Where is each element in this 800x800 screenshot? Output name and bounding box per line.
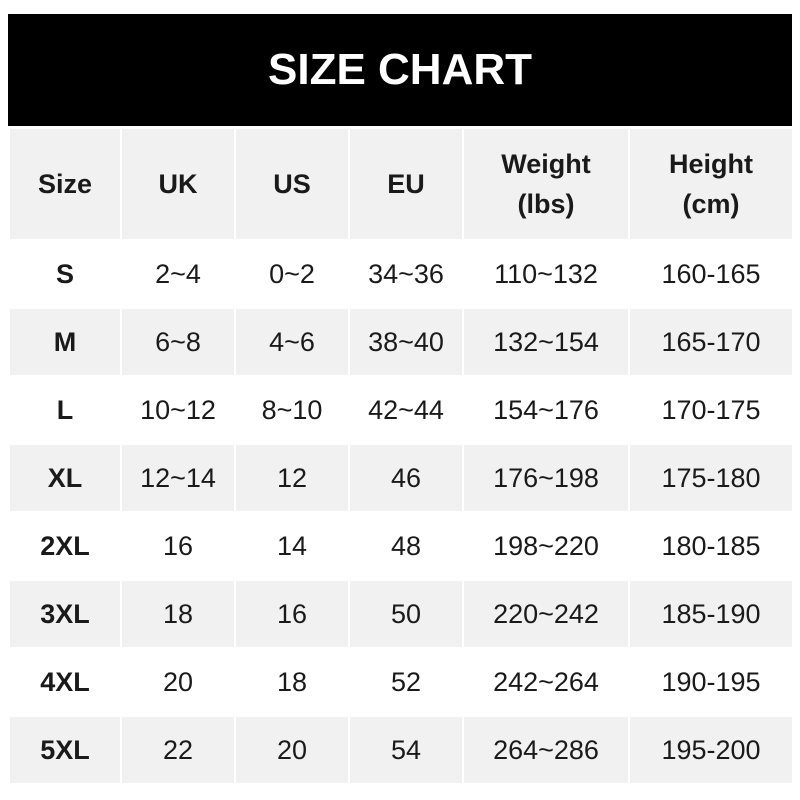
- table-cell: 48: [348, 511, 464, 581]
- table-cell: 12: [234, 443, 350, 513]
- table-row: M 6~8 4~6 38~40 132~154 165-170: [8, 307, 794, 377]
- table-cell: 170-175: [628, 375, 794, 445]
- table-row: XL 12~14 12 46 176~198 175-180: [8, 443, 794, 513]
- table-row: S 2~4 0~2 34~36 110~132 160-165: [8, 239, 794, 309]
- table-cell: 160-165: [628, 239, 794, 309]
- table-cell: 42~44: [348, 375, 464, 445]
- table-cell: 12~14: [120, 443, 236, 513]
- table-row: 2XL 16 14 48 198~220 180-185: [8, 511, 794, 581]
- table-cell: 4~6: [234, 307, 350, 377]
- table-cell: 154~176: [462, 375, 630, 445]
- size-table: Size UK US EU Weight (lbs) Height (cm) S 2~4 0~…: [8, 127, 794, 785]
- size-cell: 2XL: [8, 511, 122, 581]
- table-cell: 264~286: [462, 715, 630, 785]
- size-cell: M: [8, 307, 122, 377]
- table-cell: 46: [348, 443, 464, 513]
- table-cell: 6~8: [120, 307, 236, 377]
- table-cell: 16: [234, 579, 350, 649]
- table-cell: 20: [120, 647, 236, 717]
- table-cell: 14: [234, 511, 350, 581]
- column-header: Height (cm): [628, 127, 794, 241]
- header-row: Size UK US EU Weight (lbs) Height (cm): [8, 127, 794, 241]
- table-cell: 50: [348, 579, 464, 649]
- table-cell: 132~154: [462, 307, 630, 377]
- table-row: 5XL 22 20 54 264~286 195-200: [8, 715, 794, 785]
- table-cell: 165-170: [628, 307, 794, 377]
- table-cell: 52: [348, 647, 464, 717]
- size-cell: 4XL: [8, 647, 122, 717]
- table-cell: 16: [120, 511, 236, 581]
- table-cell: 190-195: [628, 647, 794, 717]
- table-cell: 2~4: [120, 239, 236, 309]
- table-row: 3XL 18 16 50 220~242 185-190: [8, 579, 794, 649]
- table-cell: 34~36: [348, 239, 464, 309]
- table-cell: 195-200: [628, 715, 794, 785]
- table-cell: 180-185: [628, 511, 794, 581]
- table-cell: 18: [120, 579, 236, 649]
- table-cell: 0~2: [234, 239, 350, 309]
- table-cell: 242~264: [462, 647, 630, 717]
- table-cell: 198~220: [462, 511, 630, 581]
- table-row: 4XL 20 18 52 242~264 190-195: [8, 647, 794, 717]
- size-cell: S: [8, 239, 122, 309]
- table-cell: 10~12: [120, 375, 236, 445]
- table-cell: 175-180: [628, 443, 794, 513]
- table-cell: 176~198: [462, 443, 630, 513]
- table-cell: 22: [120, 715, 236, 785]
- column-header: Size: [8, 127, 122, 241]
- table-cell: 18: [234, 647, 350, 717]
- size-cell: L: [8, 375, 122, 445]
- chart-title: SIZE CHART: [8, 14, 792, 126]
- table-cell: 8~10: [234, 375, 350, 445]
- table-cell: 54: [348, 715, 464, 785]
- table-cell: 20: [234, 715, 350, 785]
- size-cell: 3XL: [8, 579, 122, 649]
- table-cell: 110~132: [462, 239, 630, 309]
- column-header: US: [234, 127, 350, 241]
- size-cell: 5XL: [8, 715, 122, 785]
- table-cell: 38~40: [348, 307, 464, 377]
- table-cell: 220~242: [462, 579, 630, 649]
- table-row: L 10~12 8~10 42~44 154~176 170-175: [8, 375, 794, 445]
- table-cell: 185-190: [628, 579, 794, 649]
- column-header: Weight (lbs): [462, 127, 630, 241]
- column-header: EU: [348, 127, 464, 241]
- size-cell: XL: [8, 443, 122, 513]
- column-header: UK: [120, 127, 236, 241]
